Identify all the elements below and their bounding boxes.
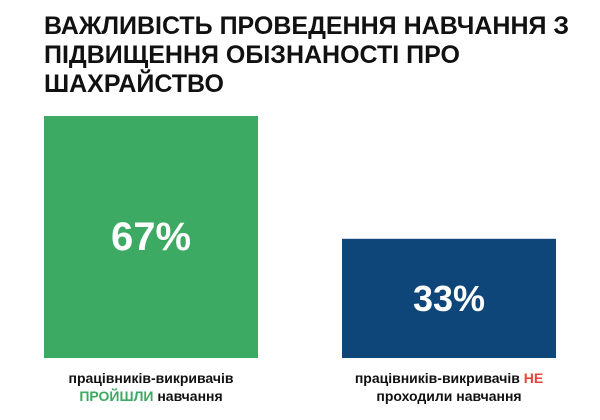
bar-value-untrained: 33% [413,278,485,319]
caption-trained: працівників-викривачів ПРОЙШЛИ навчання [44,369,258,405]
caption-trained-rest: навчання [157,388,223,404]
chart-title: ВАЖЛИВІСТЬ ПРОВЕДЕННЯ НАВЧАННЯ З ПІДВИЩЕ… [44,12,570,98]
caption-untrained: працівників-викривачів НЕ проходили навч… [342,369,556,405]
caption-untrained-lead: працівників-викривачів [354,370,520,386]
caption-trained-highlight: ПРОЙШЛИ [79,388,154,404]
caption-trained-line1: працівників-викривачів [68,370,234,386]
caption-untrained-highlight: НЕ [523,370,544,386]
bar-trained [44,116,258,358]
caption-trained-line2: ПРОЙШЛИ навчання [44,387,258,405]
bar-value-trained: 67% [111,215,191,259]
caption-untrained-rest: проходили навчання [376,388,522,404]
caption-untrained-line1: працівників-викривачів НЕ [342,369,556,387]
bar-untrained [342,238,556,358]
